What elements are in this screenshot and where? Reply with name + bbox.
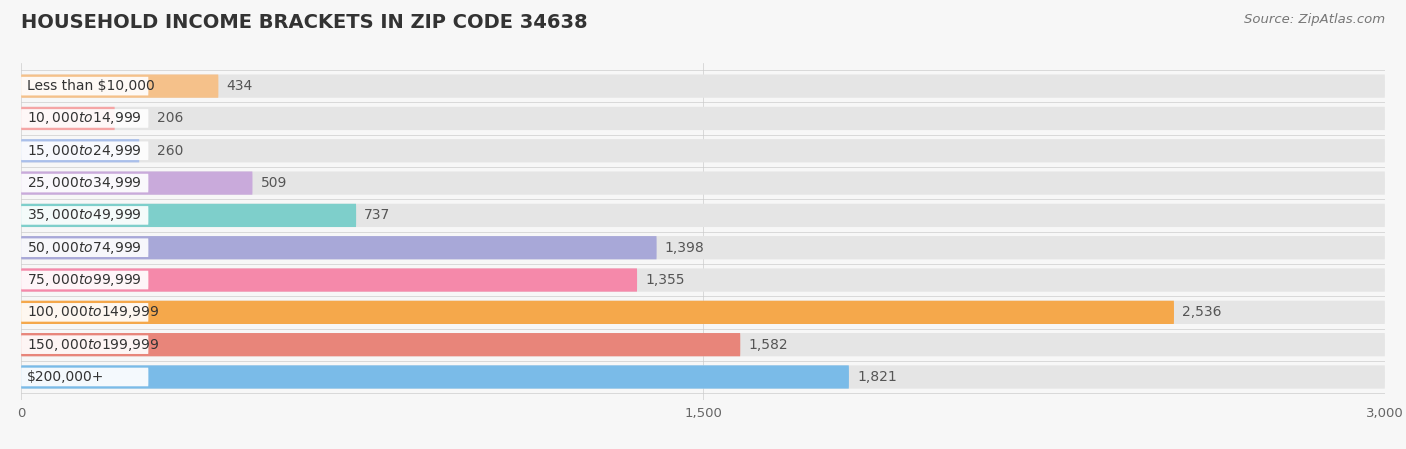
FancyBboxPatch shape [21, 141, 149, 160]
FancyBboxPatch shape [21, 365, 1385, 389]
FancyBboxPatch shape [21, 172, 1385, 195]
FancyBboxPatch shape [21, 236, 1385, 260]
FancyBboxPatch shape [21, 139, 139, 163]
Text: $10,000 to $14,999: $10,000 to $14,999 [27, 110, 142, 127]
FancyBboxPatch shape [21, 333, 1385, 357]
FancyBboxPatch shape [21, 107, 115, 130]
FancyBboxPatch shape [21, 333, 741, 357]
Text: 206: 206 [156, 111, 183, 125]
FancyBboxPatch shape [21, 139, 1385, 163]
FancyBboxPatch shape [21, 269, 1385, 292]
Text: $100,000 to $149,999: $100,000 to $149,999 [27, 304, 159, 320]
FancyBboxPatch shape [21, 236, 657, 260]
Text: HOUSEHOLD INCOME BRACKETS IN ZIP CODE 34638: HOUSEHOLD INCOME BRACKETS IN ZIP CODE 34… [21, 13, 588, 32]
Text: Less than $10,000: Less than $10,000 [27, 79, 155, 93]
Text: $15,000 to $24,999: $15,000 to $24,999 [27, 143, 142, 159]
Text: $200,000+: $200,000+ [27, 370, 104, 384]
FancyBboxPatch shape [21, 368, 149, 386]
FancyBboxPatch shape [21, 204, 356, 227]
Text: 1,821: 1,821 [858, 370, 897, 384]
FancyBboxPatch shape [21, 174, 149, 192]
FancyBboxPatch shape [21, 77, 149, 96]
Text: 434: 434 [226, 79, 253, 93]
FancyBboxPatch shape [21, 365, 849, 389]
Text: 2,536: 2,536 [1182, 305, 1222, 319]
Text: 1,398: 1,398 [665, 241, 704, 255]
Text: Source: ZipAtlas.com: Source: ZipAtlas.com [1244, 13, 1385, 26]
Text: $150,000 to $199,999: $150,000 to $199,999 [27, 337, 159, 352]
Text: $25,000 to $34,999: $25,000 to $34,999 [27, 175, 142, 191]
FancyBboxPatch shape [21, 301, 1385, 324]
FancyBboxPatch shape [21, 301, 1174, 324]
Text: 1,355: 1,355 [645, 273, 685, 287]
Text: 509: 509 [260, 176, 287, 190]
FancyBboxPatch shape [21, 172, 253, 195]
Text: $35,000 to $49,999: $35,000 to $49,999 [27, 207, 142, 224]
FancyBboxPatch shape [21, 75, 1385, 98]
Text: $50,000 to $74,999: $50,000 to $74,999 [27, 240, 142, 256]
FancyBboxPatch shape [21, 238, 149, 257]
FancyBboxPatch shape [21, 109, 149, 128]
Text: 737: 737 [364, 208, 391, 222]
FancyBboxPatch shape [21, 75, 218, 98]
FancyBboxPatch shape [21, 271, 149, 289]
Text: 1,582: 1,582 [748, 338, 789, 352]
FancyBboxPatch shape [21, 269, 637, 292]
FancyBboxPatch shape [21, 206, 149, 224]
Text: 260: 260 [156, 144, 183, 158]
FancyBboxPatch shape [21, 204, 1385, 227]
FancyBboxPatch shape [21, 107, 1385, 130]
FancyBboxPatch shape [21, 303, 149, 321]
FancyBboxPatch shape [21, 335, 149, 354]
Text: $75,000 to $99,999: $75,000 to $99,999 [27, 272, 142, 288]
